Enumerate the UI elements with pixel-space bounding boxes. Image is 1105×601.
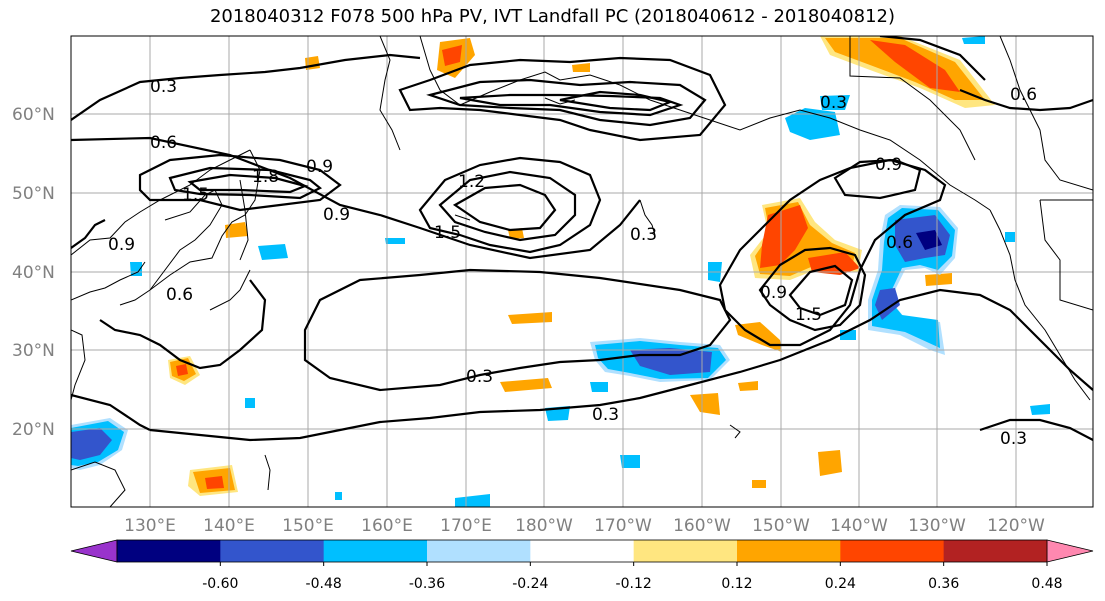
colorbar-segment (323, 540, 428, 562)
colorbar-segment (633, 540, 738, 562)
colorbar-tick-label: -0.36 (409, 576, 445, 592)
lon-label: 140°W (830, 516, 888, 536)
colorbar-segment (943, 540, 1048, 562)
colorbar-tick-label: -0.12 (616, 576, 652, 592)
colorbar-extend-high (1046, 539, 1094, 563)
lon-label: 120°W (987, 516, 1045, 536)
colorbar-tick-label: -0.60 (202, 576, 238, 592)
colorbar-segment (840, 540, 945, 562)
map-title: 2018040312 F078 500 hPa PV, IVT Landfall… (209, 6, 896, 27)
colorbar-extend-low (70, 539, 118, 563)
lon-label: 180°W (515, 516, 573, 536)
colorbar-tick-label: 0.36 (928, 576, 959, 592)
contour-label: 1.8 (252, 167, 279, 187)
contour-label: 1.5 (795, 305, 822, 325)
lat-label: 40°N (12, 263, 55, 283)
pv-contours (71, 36, 1093, 442)
map-frame (70, 35, 1094, 508)
contour-label: 0.9 (875, 155, 902, 175)
contour-label: 1.5 (182, 185, 209, 205)
contour-label: 0.6 (886, 233, 913, 253)
contour-label: 1.2 (458, 172, 485, 192)
colorbar-tick-label: 0.24 (825, 576, 856, 592)
colorbar-segment (737, 540, 841, 562)
contour-label: 0.6 (1010, 85, 1037, 105)
longitude-labels: 130°E 140°E 150°E 160°E 170°E 180°W 170°… (124, 516, 1045, 536)
lon-label: 150°W (752, 516, 810, 536)
lat-label: 60°N (12, 105, 55, 125)
contour-label: 0.9 (306, 157, 333, 177)
colorbar: -0.60 -0.48 -0.36 -0.24 -0.12 0.12 0.24 0.36 0.4… (70, 539, 1094, 592)
contour-label: 0.3 (630, 225, 657, 245)
lon-label: 170°W (594, 516, 652, 536)
lon-label: 130°W (908, 516, 966, 536)
colorbar-segment (427, 540, 531, 562)
contour-label: 0.9 (323, 205, 350, 225)
contour-label: 0.9 (760, 283, 787, 303)
lon-label: 160°W (673, 516, 731, 536)
lon-label: 140°E (203, 516, 255, 536)
lon-label: 160°E (361, 516, 413, 536)
contour-label: 0.3 (592, 405, 619, 425)
colorbar-segment (530, 540, 635, 562)
lon-label: 130°E (124, 516, 176, 536)
contour-labels: 0.3 0.6 0.9 1.2 1.5 1.8 0.3 0.9 0.9 1.5 … (108, 77, 1037, 449)
colorbar-tick-label: -0.24 (512, 576, 548, 592)
colorbar-tick-label: 0.48 (1031, 576, 1062, 592)
latitude-labels: 60°N 50°N 40°N 30°N 20°N (12, 105, 55, 440)
lat-label: 50°N (12, 184, 55, 204)
contour-label: 1.5 (434, 223, 461, 243)
lon-label: 150°E (282, 516, 334, 536)
colorbar-segment (117, 540, 221, 562)
contour-label: 0.3 (466, 367, 493, 387)
contour-label: 0.9 (108, 235, 135, 255)
ivt-shading (71, 36, 1050, 507)
lat-label: 30°N (12, 341, 55, 361)
lon-label: 170°E (440, 516, 492, 536)
contour-label: 0.6 (150, 133, 177, 153)
contour-label: 0.6 (166, 285, 193, 305)
contour-label: 0.3 (1000, 429, 1027, 449)
colorbar-segment (220, 540, 325, 562)
colorbar-tick-label: -0.48 (306, 576, 342, 592)
lat-label: 20°N (12, 420, 55, 440)
contour-label: 0.3 (150, 77, 177, 97)
contour-label: 0.3 (820, 93, 847, 113)
colorbar-tick-label: 0.12 (721, 576, 752, 592)
